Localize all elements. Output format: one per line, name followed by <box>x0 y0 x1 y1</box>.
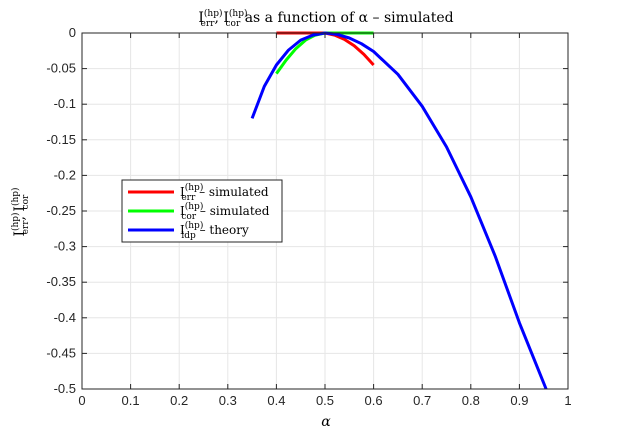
tick-labels: 0 0.1 0.2 0.3 0.4 0.5 0.6 0.7 0.8 0.9 1 0 -0.05 -0.1 -… <box>46 25 571 408</box>
x-tick-label: 1 <box>564 393 571 408</box>
y-tick-label: -0.45 <box>46 345 76 360</box>
legend-label-0: I(hp) err – simulated <box>180 182 269 203</box>
x-tick-label: 0.8 <box>462 393 480 408</box>
series-line-2 <box>250 31 548 390</box>
x-axis-label: α <box>321 414 331 430</box>
y-tick-label: -0.5 <box>54 381 76 396</box>
x-tick-label: 0.7 <box>413 393 431 408</box>
y-tick-label: -0.35 <box>46 274 76 289</box>
x-tick-label: 0 <box>78 393 85 408</box>
y-tick-label: -0.2 <box>54 167 76 182</box>
ticks <box>81 32 569 390</box>
y-tick-label: -0.15 <box>46 132 76 147</box>
legend-label-1: I(hp) cor – simulated <box>180 201 270 222</box>
y-tick-label: -0.4 <box>54 310 76 325</box>
x-tick-label: 0.4 <box>267 393 285 408</box>
y-tick-label: -0.05 <box>46 61 76 76</box>
x-tick-label: 0.9 <box>510 393 528 408</box>
y-axis-label: I(hp)err, I(hp)cor <box>10 187 31 236</box>
y-tick-label: -0.3 <box>54 239 76 254</box>
x-tick-label: 0.6 <box>365 393 383 408</box>
x-tick-label: 0.5 <box>316 393 334 408</box>
y-tick-label: 0 <box>69 25 76 40</box>
y-tick-label: -0.1 <box>54 96 76 111</box>
x-tick-label: 0.3 <box>219 393 237 408</box>
legend-label-2: I(hp) ldp – theory <box>180 220 249 241</box>
x-tick-label: 0.1 <box>122 393 140 408</box>
y-tick-label: -0.25 <box>46 203 76 218</box>
x-tick-label: 0.2 <box>170 393 188 408</box>
chart-title: I(hp) err, I(hp) cor as a function of α – … <box>198 8 453 29</box>
